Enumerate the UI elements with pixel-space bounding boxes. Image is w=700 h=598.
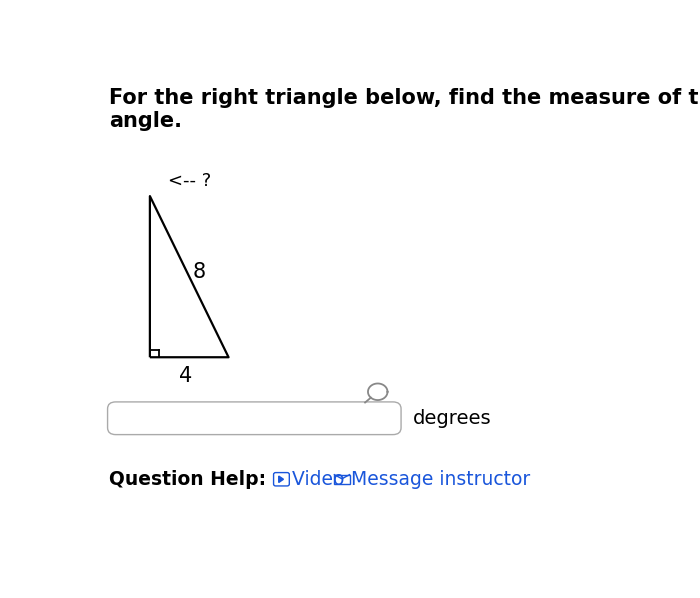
Text: For the right triangle below, find the measure of the
angle.: For the right triangle below, find the m…	[109, 88, 700, 131]
Text: Message instructor: Message instructor	[345, 470, 531, 489]
FancyBboxPatch shape	[335, 475, 349, 484]
Text: Question Help:: Question Help:	[109, 470, 266, 489]
Text: Video: Video	[286, 470, 344, 489]
Text: 8: 8	[192, 262, 205, 282]
FancyBboxPatch shape	[108, 402, 401, 435]
Text: degrees: degrees	[413, 408, 491, 428]
FancyBboxPatch shape	[274, 472, 289, 486]
Polygon shape	[279, 476, 284, 483]
Text: <-- ?: <-- ?	[168, 172, 211, 190]
Text: 4: 4	[178, 365, 192, 386]
